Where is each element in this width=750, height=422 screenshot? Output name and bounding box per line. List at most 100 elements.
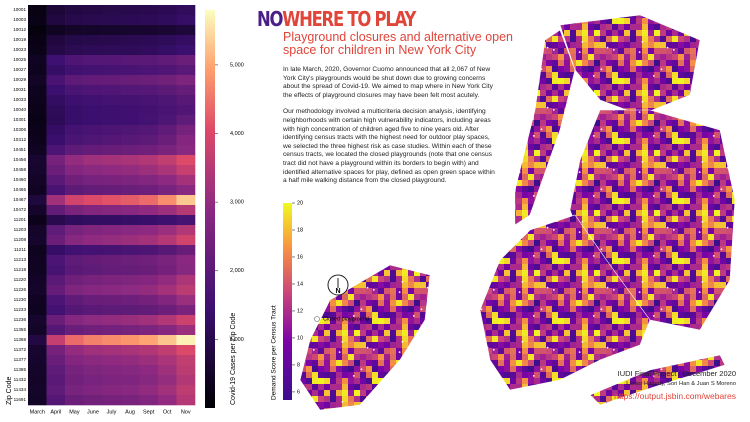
heat-cell [46,115,66,126]
heat-cell [139,125,159,136]
heat-cell [46,155,66,166]
heat-cell [157,165,177,176]
heat-cell [176,395,196,406]
x-tick-label: Nov [181,409,191,415]
heat-cell [176,335,196,346]
heat-cell [157,145,177,156]
y-tick-label: 10029 [13,77,26,82]
heat-cell [176,295,196,306]
heat-cell [120,65,140,76]
heat-cell [28,315,47,326]
heat-cell [120,35,140,46]
heat-cell [157,215,177,226]
heat-cell [176,245,196,256]
subtitle: Playground closures and alternative open… [283,30,514,57]
heat-cell [176,145,196,156]
url[interactable]: https://output.jsbin.com/webares [614,391,736,401]
heat-cell [28,45,47,56]
heat-cell [83,135,103,146]
title-prefix: NO [257,7,283,31]
heat-cell [102,335,122,346]
y-tick-label: 10027 [13,67,26,72]
heat-cell [46,305,66,316]
heat-cell [120,165,140,176]
x-tick-label: Oct [163,409,172,415]
heat-cell [139,295,159,306]
heat-cell [46,135,66,146]
heat-cell [65,255,84,266]
y-tick-label: 10458 [13,167,26,172]
heat-cell [176,265,196,276]
heat-cell [176,235,196,246]
heat-cell [28,5,47,16]
heat-cell [46,265,66,276]
heat-cell [120,285,140,296]
y-tick-label: 11220 [14,277,27,282]
heat-cell [176,35,196,46]
heat-cell [120,135,140,146]
staten-island [299,264,431,411]
heat-cell [157,155,177,166]
heat-cell [139,385,159,396]
bronx [559,14,701,116]
heat-cell [139,255,159,266]
y-tick-label: 10023 [13,47,26,52]
heat-cell [83,235,103,246]
y-tick-label: 11218 [14,267,27,272]
heat-cell [102,155,122,166]
heat-cell [120,25,140,36]
heat-cell [139,215,159,226]
x-tick-label: May [69,409,80,415]
heat-cell [120,175,140,186]
manhattan [514,29,576,226]
heat-cell [157,305,177,316]
heat-cell [28,195,47,206]
heat-cell [83,335,103,346]
heat-cell [28,15,47,26]
heat-cell [28,305,47,316]
heat-cell [28,65,47,76]
heat-cell [120,315,140,326]
heat-cell [28,275,47,286]
heat-cell [102,285,122,296]
heat-cell [176,165,196,176]
heat-cell [120,75,140,86]
heat-cell [65,235,84,246]
heat-cell [46,205,66,216]
heat-cell [102,105,122,116]
heat-cell [157,185,177,196]
heat-cell [157,75,177,86]
heat-cell [139,175,159,186]
heat-cell [157,135,177,146]
heat-cell [157,65,177,76]
heat-cell [65,125,84,136]
heat-cell [157,195,177,206]
heat-cell [139,375,159,386]
heat-cell [120,365,140,376]
map-colorbar [283,203,292,400]
heat-cell [65,155,84,166]
heat-cell [120,395,140,406]
heat-cell [65,55,84,66]
heat-cell [28,385,47,396]
heat-cell [120,155,140,166]
y-tick-label: 10312 [13,137,26,142]
y-tick-label: 11208 [14,237,27,242]
y-tick-label: 11372 [14,347,27,352]
y-tick-label: 11233 [14,307,27,312]
heat-cell [46,285,66,296]
heat-cell [176,65,196,76]
heat-cell [28,85,47,96]
heat-cell [102,355,122,366]
y-tick-label: 10003 [13,17,26,22]
heat-cell [139,55,159,66]
heat-cell [176,225,196,236]
heat-cell [46,5,66,16]
y-tick-label: 10306 [13,127,26,132]
heat-cell [46,395,66,406]
heat-cell [102,175,122,186]
heat-cell [28,355,47,366]
heat-cell [157,385,177,396]
heat-cell [102,65,122,76]
heat-cell [176,275,196,286]
